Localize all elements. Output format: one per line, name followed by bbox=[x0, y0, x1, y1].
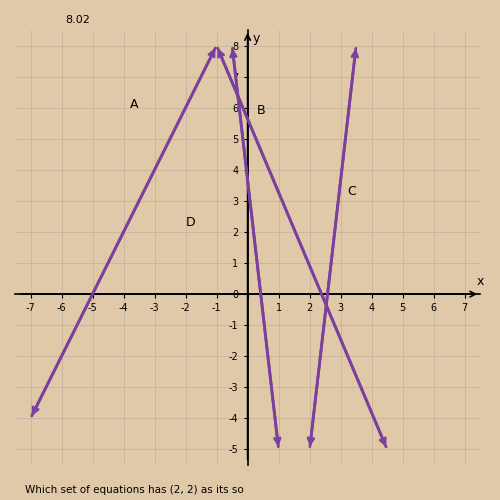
Text: C: C bbox=[347, 184, 356, 198]
Text: A: A bbox=[130, 98, 138, 110]
Text: D: D bbox=[186, 216, 195, 229]
Text: 8.02: 8.02 bbox=[65, 15, 90, 25]
Text: B: B bbox=[257, 104, 266, 117]
Text: Which set of equations has (2, 2) as its so: Which set of equations has (2, 2) as its… bbox=[25, 485, 244, 495]
Text: y: y bbox=[252, 32, 260, 46]
Text: x: x bbox=[477, 275, 484, 288]
